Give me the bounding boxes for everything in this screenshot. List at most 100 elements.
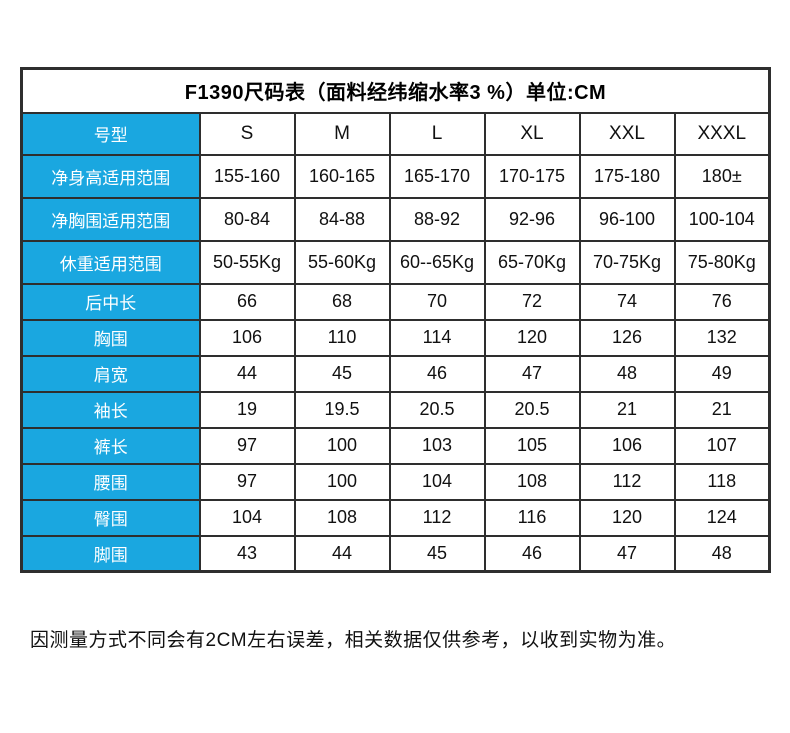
data-cell: 132 xyxy=(673,318,771,357)
disclaimer-footnote: 因测量方式不同会有2CM左右误差，相关数据仅供参考，以收到实物为准。 xyxy=(30,630,677,651)
data-cell: 165-170 xyxy=(388,153,486,199)
data-cell: 84-88 xyxy=(293,196,391,242)
corner-label: 号型 xyxy=(20,111,201,156)
data-cell: 70 xyxy=(388,282,486,321)
data-cell: 75-80Kg xyxy=(673,239,771,285)
data-cell: 44 xyxy=(198,354,296,393)
table-title: F1390尺码表（面料经纬缩水率3 %）单位:CM xyxy=(20,67,771,114)
data-cell: 44 xyxy=(293,534,391,573)
data-cell: 175-180 xyxy=(578,153,676,199)
data-cell: 47 xyxy=(483,354,581,393)
row-label: 肩宽 xyxy=(20,354,201,393)
data-cell: 21 xyxy=(673,390,771,429)
data-cell: 112 xyxy=(578,462,676,501)
data-cell: 126 xyxy=(578,318,676,357)
data-cell: 70-75Kg xyxy=(578,239,676,285)
data-cell: 100 xyxy=(293,462,391,501)
data-cell: 108 xyxy=(483,462,581,501)
data-cell: 88-92 xyxy=(388,196,486,242)
row-label: 脚围 xyxy=(20,534,201,573)
data-cell: 72 xyxy=(483,282,581,321)
column-header-row: 号型 S M L XL XXL XXXL xyxy=(20,111,771,156)
table-row: 臀围 104 108 112 116 120 124 xyxy=(20,498,771,537)
data-cell: 48 xyxy=(578,354,676,393)
table-row: 胸围 106 110 114 120 126 132 xyxy=(20,318,771,357)
data-cell: 47 xyxy=(578,534,676,573)
data-cell: 49 xyxy=(673,354,771,393)
data-cell: 106 xyxy=(198,318,296,357)
data-cell: 110 xyxy=(293,318,391,357)
data-cell: 100 xyxy=(293,426,391,465)
data-cell: 66 xyxy=(198,282,296,321)
data-cell: 97 xyxy=(198,426,296,465)
data-cell: 100-104 xyxy=(673,196,771,242)
data-cell: 116 xyxy=(483,498,581,537)
table-row: 净身高适用范围 155-160 160-165 165-170 170-175 175-1… xyxy=(20,153,771,199)
data-cell: 20.5 xyxy=(483,390,581,429)
row-label: 腰围 xyxy=(20,462,201,501)
data-cell: 103 xyxy=(388,426,486,465)
table-body: 净身高适用范围 155-160 160-165 165-170 170-175 175-1… xyxy=(20,153,771,573)
data-cell: 80-84 xyxy=(198,196,296,242)
column-header-s: S xyxy=(198,111,296,156)
data-cell: 46 xyxy=(483,534,581,573)
row-label: 休重适用范围 xyxy=(20,239,201,285)
data-cell: 106 xyxy=(578,426,676,465)
table-row: 净胸围适用范围 80-84 84-88 88-92 92-96 96-100 100-104 xyxy=(20,196,771,242)
column-header-m: M xyxy=(293,111,391,156)
data-cell: 50-55Kg xyxy=(198,239,296,285)
column-header-l: L xyxy=(388,111,486,156)
data-cell: 108 xyxy=(293,498,391,537)
data-cell: 107 xyxy=(673,426,771,465)
column-header-xxl: XXL xyxy=(578,111,676,156)
row-label: 胸围 xyxy=(20,318,201,357)
data-cell: 45 xyxy=(293,354,391,393)
data-cell: 60--65Kg xyxy=(388,239,486,285)
table-row: 肩宽 44 45 46 47 48 49 xyxy=(20,354,771,393)
table-row: 袖长 19 19.5 20.5 20.5 21 21 xyxy=(20,390,771,429)
row-label: 净身高适用范围 xyxy=(20,153,201,199)
row-label: 后中长 xyxy=(20,282,201,321)
data-cell: 114 xyxy=(388,318,486,357)
data-cell: 120 xyxy=(483,318,581,357)
table-row: 脚围 43 44 45 46 47 48 xyxy=(20,534,771,573)
row-label: 臀围 xyxy=(20,498,201,537)
data-cell: 96-100 xyxy=(578,196,676,242)
data-cell: 19 xyxy=(198,390,296,429)
data-cell: 74 xyxy=(578,282,676,321)
data-cell: 104 xyxy=(198,498,296,537)
column-header-xl: XL xyxy=(483,111,581,156)
data-cell: 118 xyxy=(673,462,771,501)
data-cell: 120 xyxy=(578,498,676,537)
data-cell: 92-96 xyxy=(483,196,581,242)
data-cell: 46 xyxy=(388,354,486,393)
row-label: 裤长 xyxy=(20,426,201,465)
size-chart-table: F1390尺码表（面料经纬缩水率3 %）单位:CM 号型 S M L XL XXL XXX… xyxy=(20,67,772,573)
table-row: 休重适用范围 50-55Kg 55-60Kg 60--65Kg 65-70Kg 70-75… xyxy=(20,239,771,285)
data-cell: 55-60Kg xyxy=(293,239,391,285)
data-cell: 20.5 xyxy=(388,390,486,429)
data-cell: 105 xyxy=(483,426,581,465)
table-row: 腰围 97 100 104 108 112 118 xyxy=(20,462,771,501)
data-cell: 21 xyxy=(578,390,676,429)
data-cell: 48 xyxy=(673,534,771,573)
data-cell: 112 xyxy=(388,498,486,537)
data-cell: 43 xyxy=(198,534,296,573)
data-cell: 76 xyxy=(673,282,771,321)
row-label: 净胸围适用范围 xyxy=(20,196,201,242)
data-cell: 160-165 xyxy=(293,153,391,199)
data-cell: 170-175 xyxy=(483,153,581,199)
data-cell: 65-70Kg xyxy=(483,239,581,285)
row-label: 袖长 xyxy=(20,390,201,429)
column-header-xxxl: XXXL xyxy=(673,111,771,156)
data-cell: 97 xyxy=(198,462,296,501)
data-cell: 19.5 xyxy=(293,390,391,429)
data-cell: 124 xyxy=(673,498,771,537)
title-row: F1390尺码表（面料经纬缩水率3 %）单位:CM xyxy=(20,67,771,114)
data-cell: 68 xyxy=(293,282,391,321)
table-row: 裤长 97 100 103 105 106 107 xyxy=(20,426,771,465)
data-cell: 104 xyxy=(388,462,486,501)
data-cell: 45 xyxy=(388,534,486,573)
table-row: 后中长 66 68 70 72 74 76 xyxy=(20,282,771,321)
